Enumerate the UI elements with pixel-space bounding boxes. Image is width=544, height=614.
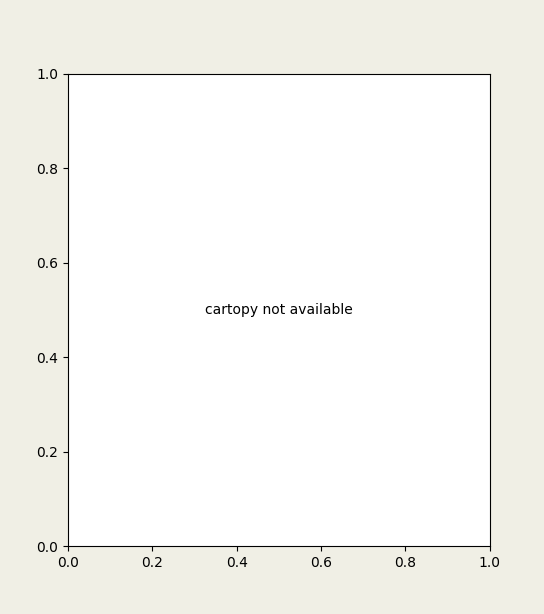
Text: cartopy not available: cartopy not available bbox=[205, 303, 353, 317]
